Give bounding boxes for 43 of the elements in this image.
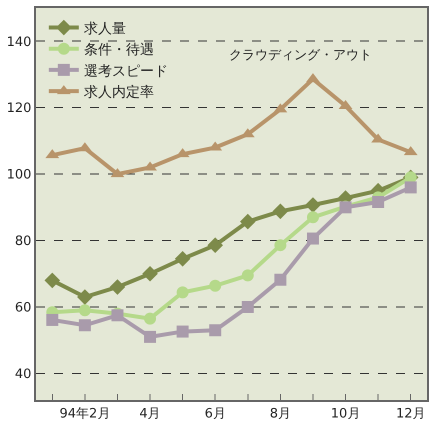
point xyxy=(176,286,189,298)
point xyxy=(44,272,60,288)
point xyxy=(274,239,286,252)
point xyxy=(78,319,91,332)
y-tick-label: 100 xyxy=(6,168,32,183)
point xyxy=(78,304,91,316)
x-tick-label: 8月 xyxy=(270,406,292,422)
y-tick-label: 120 xyxy=(6,101,32,116)
point xyxy=(306,232,319,245)
legend-label: 求人内定率 xyxy=(84,84,154,101)
point xyxy=(209,324,222,336)
annotation: クラウディング・アウト xyxy=(229,48,372,63)
point xyxy=(46,314,58,326)
point xyxy=(306,211,319,224)
legend-label: 条件・待遇 xyxy=(84,42,154,58)
point xyxy=(174,251,190,267)
y-tick-label: 40 xyxy=(14,366,32,382)
point xyxy=(274,274,286,286)
point xyxy=(142,266,158,282)
point xyxy=(272,204,288,220)
y-tick-label: 60 xyxy=(14,300,32,316)
point xyxy=(77,289,93,305)
point xyxy=(240,214,256,230)
point xyxy=(305,197,321,213)
x-tick-label: 6月 xyxy=(204,406,226,422)
legend-label: 求人量 xyxy=(84,20,126,37)
point xyxy=(209,280,222,292)
point xyxy=(144,330,156,343)
point xyxy=(242,300,254,313)
point xyxy=(176,326,189,338)
point xyxy=(372,196,384,208)
x-tick-label: 94年2月 xyxy=(59,406,110,422)
x-tick-label: 12月 xyxy=(396,406,426,422)
y-tick-label: 140 xyxy=(6,34,32,50)
point xyxy=(144,312,156,325)
point xyxy=(207,237,224,253)
point xyxy=(404,181,417,194)
x-tick-label: 10月 xyxy=(330,406,360,422)
x-tick-label: 4月 xyxy=(139,406,161,422)
point xyxy=(110,279,126,295)
point xyxy=(242,269,254,282)
y-tick-label: 80 xyxy=(14,234,32,250)
legend-label: 選考スピード xyxy=(84,63,168,80)
